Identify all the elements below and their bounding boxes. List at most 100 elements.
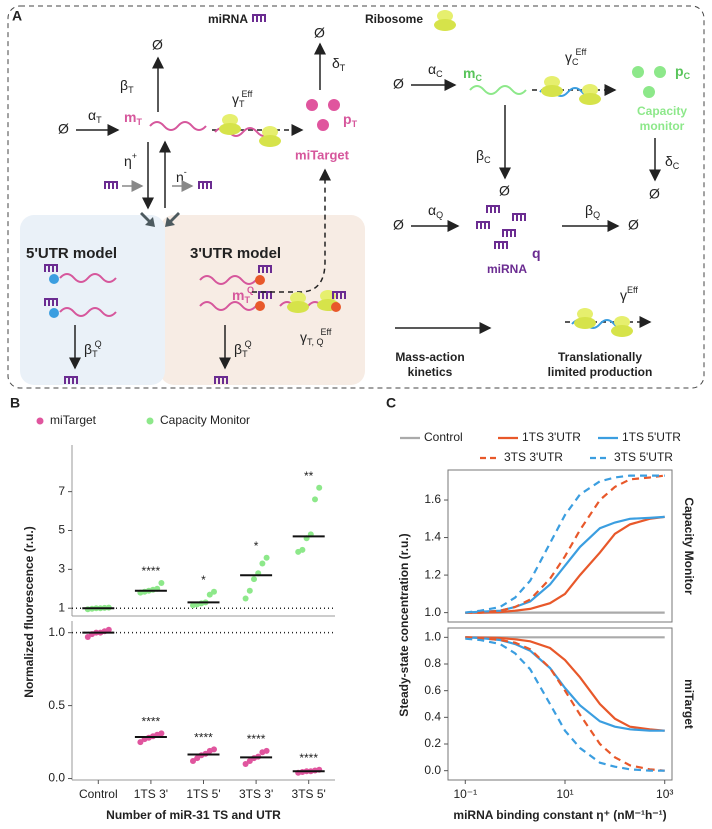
utr5-box	[20, 215, 165, 385]
symbol-base: δ	[665, 153, 673, 169]
m-c: mC	[463, 65, 482, 84]
panel-a: A miRNA Ribosome Ø βT Ø αT mT γTEff Ø δT…	[7, 5, 705, 389]
series-line	[465, 636, 665, 732]
symbol-sup: Eff	[242, 89, 253, 99]
symbol-sub: T	[96, 115, 102, 125]
legend-label: 3TS 5'UTR	[614, 450, 673, 464]
symbol-sub: C	[484, 155, 491, 165]
data-point	[137, 739, 144, 746]
null-symbol: Ø	[58, 121, 69, 137]
symbol-base: α	[428, 202, 436, 218]
data-point	[158, 730, 165, 737]
text-line: monitor	[640, 119, 685, 133]
symbol-base: β	[585, 202, 593, 218]
data-point	[259, 560, 266, 567]
symbol-sub: T	[128, 85, 134, 95]
data-point	[263, 747, 270, 754]
gamma-eff: γEff	[620, 285, 638, 302]
symbol-base: m	[232, 287, 244, 303]
symbol-base: γ	[620, 287, 627, 303]
symbol-base: γ	[300, 329, 307, 345]
m-tq: mTQ	[232, 285, 254, 305]
symbol-base: p	[675, 63, 684, 79]
y-tick-label: 1	[58, 600, 65, 614]
symbol-base: η	[124, 153, 132, 169]
null-symbol: Ø	[393, 76, 404, 92]
plot-frame	[447, 627, 673, 781]
x-tick-label: 1TS 5'	[186, 787, 220, 801]
significance-label: *	[254, 539, 259, 553]
y-tick-label: 5	[58, 523, 65, 537]
y-tick-label: 3	[58, 562, 65, 576]
data-point	[84, 634, 91, 641]
strip-label: Capacity Monitor	[682, 497, 696, 595]
legend-label: 1TS 3'UTR	[522, 430, 581, 444]
panel-label: C	[386, 395, 396, 411]
x-axis-label: miRNA binding constant η⁺ (nM⁻¹h⁻¹)	[453, 808, 666, 822]
y-tick-label: 0.0	[424, 763, 441, 777]
series-line	[465, 515, 665, 614]
beta-t: βT	[120, 77, 134, 96]
symbol-base: β	[234, 341, 242, 357]
significance-label: **	[304, 469, 314, 483]
capacity-monitor-label: Capacity monitor	[637, 104, 687, 133]
alpha-t: αT	[88, 107, 102, 126]
eta-plus: η+	[124, 151, 137, 168]
strip-label: miTarget	[682, 679, 696, 729]
delta-t: δT	[332, 55, 346, 74]
data-point	[211, 588, 217, 595]
mass-action-label: Mass-action kinetics	[395, 350, 464, 379]
mirna-label: miRNA	[487, 262, 527, 276]
symbol-sup: Q	[247, 285, 254, 295]
symbol-base: α	[88, 107, 96, 123]
symbol-sub: C	[684, 71, 691, 81]
text-line: Translationally	[558, 350, 642, 364]
y-tick-label: 1.6	[424, 492, 441, 506]
symbol-sup: Eff	[321, 327, 332, 337]
legend-label: Capacity Monitor	[160, 413, 250, 427]
y-tick-label: 7	[58, 484, 65, 498]
utr3-box	[160, 215, 365, 385]
null-symbol: Ø	[649, 186, 660, 202]
x-tick-label: 1TS 3'	[134, 787, 168, 801]
significance-label: ****	[247, 732, 266, 746]
symbol-sup: -	[184, 167, 187, 177]
symbol-sup: Q	[245, 339, 252, 349]
panel-label: A	[12, 8, 22, 24]
beta-tq: βTQ	[234, 339, 252, 359]
p-t: pT	[343, 111, 358, 130]
symbol-base: η	[176, 169, 184, 185]
y-tick-label: 1.0	[424, 605, 441, 619]
symbol-sub: T	[244, 295, 250, 305]
x-tick-label: 10⁻¹	[453, 787, 477, 801]
symbol-base: β	[120, 77, 128, 93]
symbol-sub: C	[436, 69, 443, 79]
gamma-t-eff: γTEff	[232, 89, 253, 109]
data-point	[246, 758, 253, 765]
series-line	[465, 474, 665, 614]
p-c: pC	[675, 63, 691, 82]
delta-c: δC	[665, 153, 680, 172]
symbol-sup: Eff	[576, 47, 587, 57]
text-line: limited production	[548, 365, 653, 379]
null-symbol: Ø	[314, 25, 325, 41]
symbol-base: α	[428, 61, 436, 77]
symbol-sub: T	[242, 349, 248, 359]
symbol-sub: T	[340, 63, 346, 73]
symbol-base: p	[343, 111, 352, 127]
data-point	[211, 746, 217, 753]
series-line	[465, 515, 665, 614]
plot-frame	[447, 469, 673, 623]
beta-q: βQ	[585, 202, 600, 221]
symbol-base: β	[476, 147, 484, 163]
legend-label: miTarget	[50, 413, 97, 427]
symbol-base: γ	[565, 49, 572, 65]
data-point	[312, 496, 318, 503]
symbol-sup: Q	[95, 339, 102, 349]
m-t: mT	[124, 109, 142, 128]
symbol-sub: Q	[436, 210, 443, 220]
symbol-sub: Q	[593, 210, 600, 220]
x-axis-label: Number of miR-31 TS and UTR	[106, 808, 281, 822]
data-point	[105, 626, 112, 633]
